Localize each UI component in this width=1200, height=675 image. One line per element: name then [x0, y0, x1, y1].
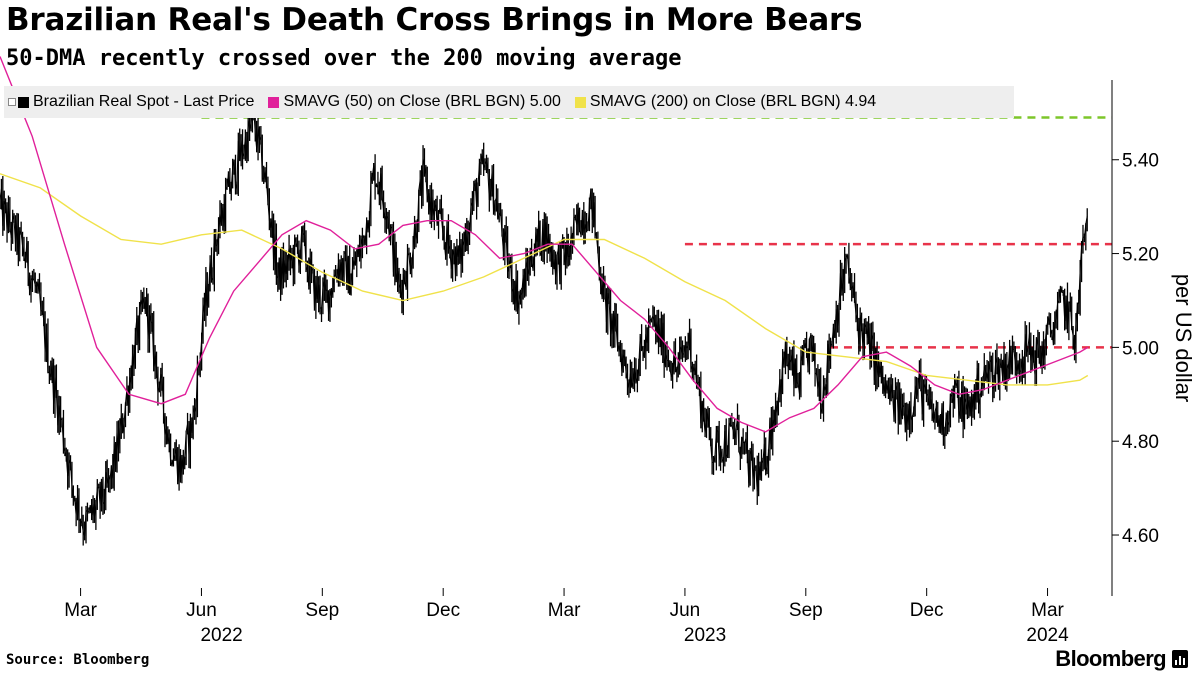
chart-title: Brazilian Real's Death Cross Brings in M…: [6, 2, 863, 38]
bloomberg-logo-icon: [1172, 650, 1188, 668]
x-tick-label: Jun: [670, 600, 701, 621]
x-tick-label: Sep: [305, 600, 339, 621]
legend: Brazilian Real Spot - Last Price SMAVG (…: [4, 86, 1014, 118]
x-tick-label: Mar: [1031, 600, 1064, 621]
source-note: Source: Bloomberg: [6, 652, 150, 668]
legend-label-price: Brazilian Real Spot - Last Price: [33, 93, 255, 110]
x-tick-label: Sep: [789, 600, 823, 621]
brand-logo: Bloomberg: [1055, 646, 1188, 672]
x-tick-label: Dec: [910, 600, 944, 621]
x-year-label: 2023: [684, 625, 726, 646]
legend-swatch-sma200: [574, 96, 586, 108]
y-tick-label: 5.40: [1122, 151, 1159, 172]
x-year-label: 2022: [200, 625, 242, 646]
axes: 4.60 4.80 5.00 5.20 5.40 per US dollar Mar Jun S…: [64, 80, 1196, 646]
sma200-line: [0, 173, 1089, 386]
x-tick-label: Mar: [64, 600, 97, 621]
legend-swatch-sma50: [268, 96, 280, 108]
y-axis-label: per US dollar: [1171, 274, 1196, 402]
x-tick-label: Jun: [186, 600, 217, 621]
sma50-line: [0, 56, 1089, 433]
grip-icon: [8, 98, 16, 106]
legend-item-price: Brazilian Real Spot - Last Price: [8, 93, 254, 111]
x-year-label: 2024: [1026, 625, 1069, 646]
y-tick-label: 5.20: [1122, 245, 1159, 266]
y-tick-label: 5.00: [1122, 338, 1159, 359]
chart-subtitle: 50-DMA recently crossed over the 200 mov…: [6, 46, 682, 71]
x-tick-label: Dec: [426, 600, 460, 621]
legend-label-sma50: SMAVG (50) on Close (BRL BGN) 5.00: [283, 93, 561, 110]
legend-item-sma50: SMAVG (50) on Close (BRL BGN) 5.00: [268, 93, 561, 111]
brand-name: Bloomberg: [1055, 646, 1166, 671]
legend-swatch-price: [18, 96, 29, 108]
y-tick-label: 4.80: [1122, 432, 1159, 453]
y-tick-label: 4.60: [1122, 526, 1159, 547]
legend-label-sma200: SMAVG (200) on Close (BRL BGN) 4.94: [589, 93, 877, 110]
x-tick-label: Mar: [548, 600, 581, 621]
legend-item-sma200: SMAVG (200) on Close (BRL BGN) 4.94: [574, 93, 877, 111]
series-layer: [0, 56, 1089, 546]
price-line: [0, 108, 1088, 537]
